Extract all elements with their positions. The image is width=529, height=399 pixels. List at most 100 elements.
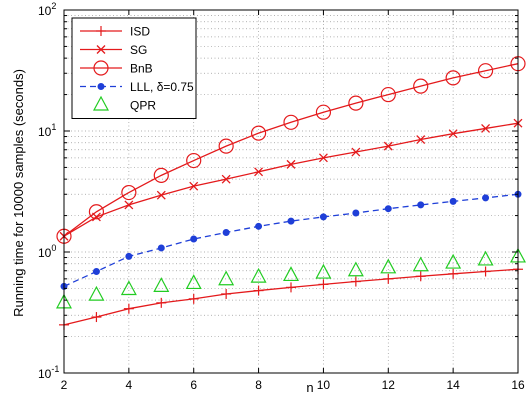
data-point xyxy=(384,205,392,213)
data-point xyxy=(283,114,299,130)
y-axis-label: Running time for 10000 samples (seconds) xyxy=(11,69,26,317)
data-point xyxy=(319,213,327,221)
x-tick-label: 6 xyxy=(190,378,197,392)
legend-entry: ISD xyxy=(80,25,150,39)
data-point xyxy=(186,152,202,169)
data-point xyxy=(445,70,461,86)
data-point xyxy=(448,268,459,279)
data-point xyxy=(350,276,361,287)
data-point xyxy=(348,95,364,111)
legend-marker xyxy=(97,83,105,90)
data-point xyxy=(412,256,429,272)
legend-marker xyxy=(96,45,106,54)
data-point xyxy=(287,217,295,225)
data-point xyxy=(286,159,296,169)
data-point xyxy=(156,297,167,308)
data-point xyxy=(189,181,199,191)
data-point xyxy=(221,174,231,184)
data-point xyxy=(190,235,198,243)
data-point xyxy=(449,197,457,205)
data-point xyxy=(415,271,426,282)
y-tick-label: 102 xyxy=(38,1,56,18)
data-point xyxy=(124,200,134,210)
grid xyxy=(64,10,518,373)
data-point xyxy=(153,277,170,292)
legend-marker xyxy=(96,26,106,36)
data-point xyxy=(416,135,426,144)
legend-entry: SG xyxy=(80,43,147,57)
data-point xyxy=(188,293,199,304)
legend-label: SG xyxy=(130,43,147,57)
y-tick-label: 100 xyxy=(38,243,56,260)
data-point xyxy=(218,270,235,286)
data-point xyxy=(413,78,429,94)
x-tick-label: 4 xyxy=(126,378,133,392)
data-point xyxy=(286,282,296,293)
data-point xyxy=(417,201,425,209)
data-point xyxy=(282,266,300,282)
series-line xyxy=(63,63,519,237)
data-point xyxy=(157,244,165,252)
data-point xyxy=(351,147,361,157)
data-point xyxy=(481,123,491,133)
data-point xyxy=(123,303,134,314)
legend-entry: BnB xyxy=(80,60,153,76)
data-point xyxy=(480,266,491,277)
data-point xyxy=(445,253,462,269)
data-point xyxy=(254,167,264,177)
legend-label: QPR xyxy=(130,99,156,113)
data-point xyxy=(125,252,133,260)
x-tick-label: 12 xyxy=(382,378,396,392)
x-tick-label: 10 xyxy=(317,378,331,392)
data-point xyxy=(477,250,494,266)
data-point xyxy=(120,280,137,296)
data-point xyxy=(153,167,169,183)
plot-frame xyxy=(63,9,519,374)
legend-label: LLL, δ=0.75 xyxy=(130,80,194,94)
data-point xyxy=(156,190,166,200)
legend-label: ISD xyxy=(130,25,150,39)
data-point xyxy=(448,129,458,139)
legend-entry: QPR xyxy=(92,95,156,113)
legend-entry: LLL, δ=0.75 xyxy=(80,80,194,94)
legend-marker xyxy=(92,95,110,111)
legend: ISD SG BnB LLL, δ=0.75 QPR xyxy=(71,17,197,119)
data-point xyxy=(318,153,328,163)
series-isd xyxy=(59,264,523,330)
x-tick-label: 16 xyxy=(511,378,525,392)
data-point xyxy=(185,274,202,290)
data-point xyxy=(253,285,264,296)
data-point xyxy=(352,209,360,217)
x-axis-label: n xyxy=(306,380,313,395)
data-point xyxy=(380,86,396,103)
data-point xyxy=(218,138,234,154)
data-point xyxy=(255,222,263,230)
data-point xyxy=(221,288,232,299)
series-qpr xyxy=(55,247,527,309)
data-point xyxy=(383,141,393,151)
data-point xyxy=(380,258,397,274)
series-line xyxy=(63,268,519,326)
data-point xyxy=(91,312,102,323)
data-point xyxy=(482,194,490,202)
data-point xyxy=(347,261,364,277)
data-point xyxy=(88,285,105,301)
data-point xyxy=(383,273,394,284)
legend-label: BnB xyxy=(130,62,153,76)
data-point xyxy=(250,125,267,141)
data-point xyxy=(318,279,329,290)
data-point xyxy=(121,184,137,201)
data-point xyxy=(250,267,267,283)
series-line xyxy=(63,193,519,287)
y-tick-label: 10-1 xyxy=(38,364,59,381)
data-point xyxy=(222,228,230,236)
x-tick-label: 8 xyxy=(255,378,262,392)
legend-marker xyxy=(93,60,109,76)
axes: 2 4 6 8 10 12 14 16 10-1 100 101 102 xyxy=(38,1,525,392)
y-tick-label: 101 xyxy=(38,122,56,139)
data-point xyxy=(477,63,494,79)
data-point xyxy=(315,104,332,120)
x-tick-label: 14 xyxy=(446,378,460,392)
